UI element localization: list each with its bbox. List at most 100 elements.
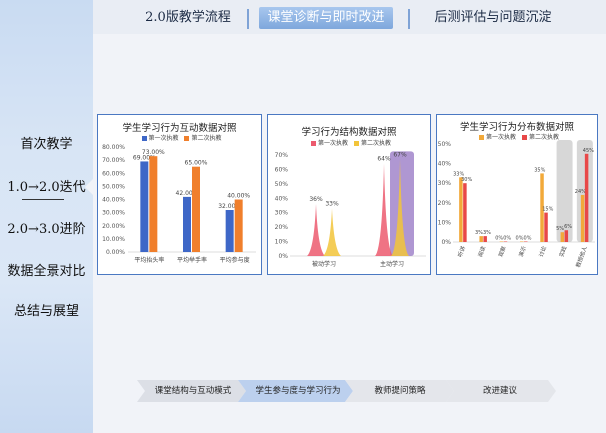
y-tick-label: 40% [275,195,289,202]
sidebar-item-summary[interactable]: 总结与展望 [13,304,79,319]
bar [540,173,544,242]
data-label: 3% [483,230,491,236]
data-label: 0% [524,236,532,242]
bar [234,199,243,252]
bar [479,236,483,242]
legend-swatch [479,135,485,140]
y-tick-label: 30.00% [102,210,125,217]
y-tick-label: 30% [438,180,452,187]
y-tick-label: 20% [438,200,452,207]
data-label: 3% [475,230,483,236]
y-tick-label: 30% [275,210,289,217]
y-tick-label: 0.00% [106,249,125,256]
bar [183,196,191,252]
y-tick-label: 60.00% [102,170,125,177]
data-label: 65.00% [185,160,208,167]
bar [524,241,528,242]
bar [149,156,158,252]
legend-label: 第一次执教 [486,134,517,141]
chart-title: 学生学习行为互动数据对照 [122,123,237,134]
flow-arrows [137,380,556,402]
active-underline [22,199,64,200]
y-tick-label: 70% [275,152,289,159]
tab-classroom-diagnosis[interactable]: 课堂诊断与即时改进 [259,7,393,29]
flow-step-questioning[interactable]: 教师提问策略 [374,386,426,396]
distribution-bar-chart: 0%10%20%30%40%50%33%30%听讲3% 3%阅读0% 0%观察0% 0… [438,140,595,268]
bar [503,241,508,242]
highlight-column [556,140,573,242]
peak-shape [375,163,393,256]
data-label: 45% [583,148,594,154]
bar [225,210,234,252]
y-tick-label: 70.00% [102,157,125,164]
sidebar-item-label: 1.0→2.0迭代 [7,180,86,195]
data-label: 36% [309,196,323,203]
y-tick-label: 10% [438,219,452,226]
x-tick-label: 被动学习 [312,260,336,268]
legend-label: 第一次执教 [148,135,179,142]
x-tick-label: 平均抬头率 [134,256,164,264]
tab-post-assessment[interactable]: 后测评估与问题沉淀 [434,10,552,25]
data-label: 35% [534,167,545,173]
x-tick-label: 教授他人 [574,244,589,268]
y-tick-label: 80.00% [102,144,125,151]
x-tick-label: 实践 [557,244,568,258]
legend-swatch [311,141,317,146]
bar [463,183,467,242]
data-label: 33% [325,200,339,207]
y-tick-label: 0% [441,239,451,246]
y-tick-label: 10% [275,239,289,246]
tab-teaching-flow[interactable]: 2.0版教学流程 [145,10,231,25]
peak-shape [307,204,325,256]
data-label: 73.00% [142,149,165,156]
sidebar-item-iteration-1-2[interactable]: 1.0→2.0迭代 [0,176,93,200]
tab-divider [247,9,249,29]
data-label: 67% [393,151,407,158]
flow-step-structure[interactable]: 课堂结构与互动模式 [154,386,232,396]
legend-label: 第二次执教 [360,140,391,147]
tab-divider [408,9,410,29]
x-tick-label: 听讲 [456,244,467,258]
data-label: 69.00% [133,154,156,161]
data-label: 6% [564,224,572,230]
bar [520,241,524,242]
x-tick-label: 阅读 [476,244,487,258]
chart-panel-distribution: 学生学习行为分布数据对照 第一次执教 第二次执教 0% 10% 20% 30% 40% 5… [436,114,598,275]
sidebar-item-first-teaching[interactable]: 首次教学 [20,137,73,152]
chart-legend: 第一次执教 第二次执教 [268,138,430,147]
flow-step-participation[interactable]: 学生参与度与学习行为 [255,386,341,396]
sidebar-item-data-panorama[interactable]: 数据全景对比 [7,264,86,279]
sidebar: 首次教学 1.0→2.0迭代 2.0→3.0进阶 数据全景对比 总结与展望 [0,0,93,433]
y-tick-label: 0% [278,253,288,260]
structure-area-chart: 0% 10% 20% 30% 40% 50% 60% 70% 36%33% 被动学习 64%67% 主… [275,151,426,268]
peak-shape [391,159,409,256]
data-label: 64% [377,156,391,163]
flow-step-suggestions[interactable]: 改进建议 [482,386,517,396]
legend-label: 第二次执教 [191,135,222,142]
bar [483,236,487,242]
chart-panel-structure: 学习行为结构数据对照 第一次执教 第二次执教 0% 10% 20% 30% 40% 50%… [267,114,431,275]
bar [584,153,589,242]
bar [459,177,463,242]
sidebar-item-advance-2-3[interactable]: 2.0→3.0进阶 [7,222,86,237]
highlight-box [390,151,414,256]
bar [544,212,548,242]
legend-label: 第一次执教 [318,140,349,147]
x-tick-label: 演示 [517,244,528,258]
y-tick-label: 20.00% [102,223,125,230]
bar [560,232,565,242]
legend-swatch [141,136,147,141]
data-label: 42.00% [176,190,199,197]
y-tick-label: 10.00% [102,236,125,243]
peak-shape [323,208,341,256]
bar [580,194,585,242]
data-label: 40.00% [227,193,250,200]
y-tick-label: 60% [275,166,289,173]
data-label: 0% [495,236,503,242]
data-label: 24% [575,189,586,195]
y-tick-label: 50% [275,181,289,188]
bar [499,241,504,242]
legend-swatch [353,141,359,146]
bar [564,230,569,242]
bar [192,166,200,252]
